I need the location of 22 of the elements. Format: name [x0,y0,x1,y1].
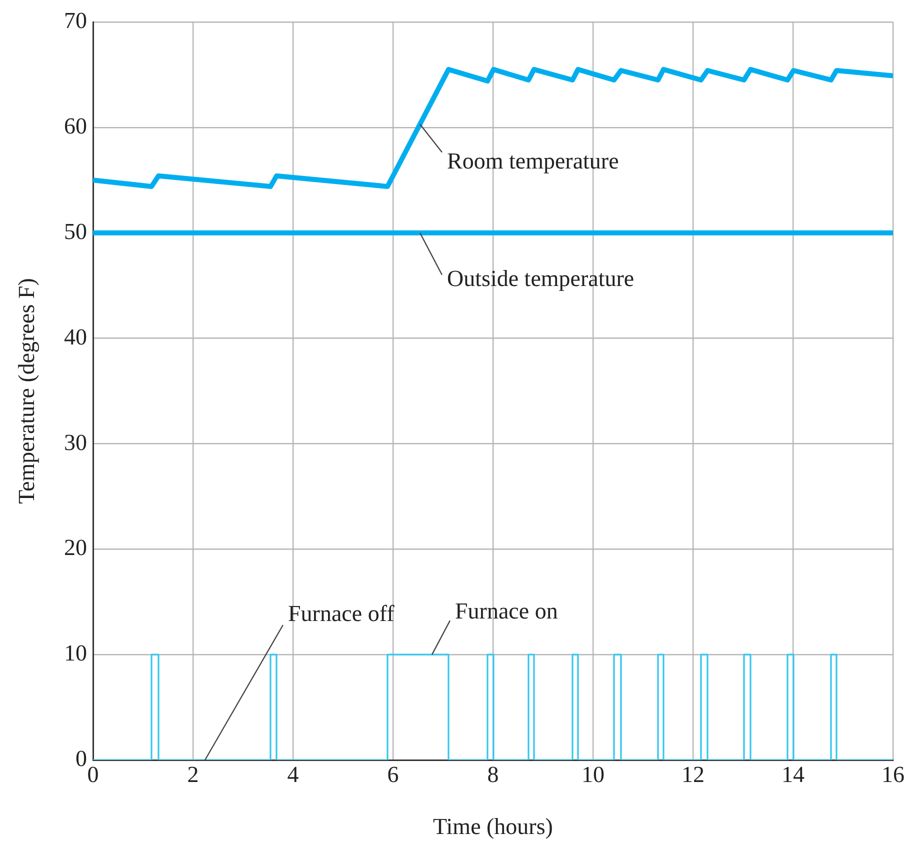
x-tick-label: 2 [187,762,199,787]
x-tick-label: 16 [882,762,904,787]
y-tick-label: 40 [64,324,87,350]
x-axis-title: Time (hours) [433,814,553,840]
x-tick-label: 6 [387,762,399,787]
annotation: Room temperature [447,148,619,174]
y-tick-label: 70 [64,8,87,34]
y-tick-label: 60 [64,113,87,138]
annotation: Furnace off [288,601,395,626]
annotation: Outside temperature [447,266,634,291]
x-tick-label: 10 [582,762,604,787]
y-tick-label: 20 [64,535,87,560]
y-tick-label: 0 [76,746,87,772]
y-axis-title: Temperature (degrees F) [14,278,39,504]
y-tick-label: 50 [64,218,87,244]
y-tick-label: 30 [64,430,87,455]
y-tick-label: 10 [64,640,87,666]
x-tick-label: 8 [487,762,499,787]
x-tick-label: 4 [287,762,300,787]
x-tick-label: 14 [782,762,805,787]
annotation: Furnace on [455,598,558,624]
x-tick-label: 12 [682,762,704,787]
